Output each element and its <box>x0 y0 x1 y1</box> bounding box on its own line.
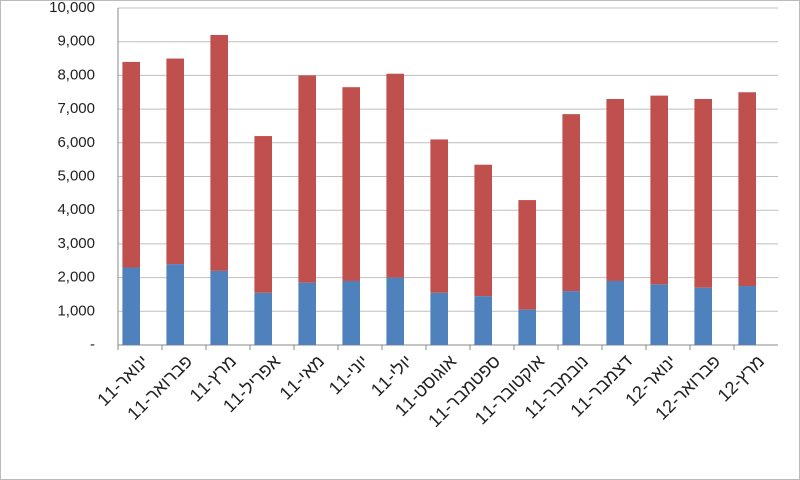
bar-segment <box>298 282 316 345</box>
y-tick-label: 6,000 <box>57 134 95 151</box>
y-tick-label: 5,000 <box>57 167 95 184</box>
x-tick-label: מאי-11 <box>276 351 329 404</box>
bar-segment <box>254 292 272 345</box>
bar-segment <box>738 92 756 287</box>
y-tick-label: 10,000 <box>49 0 95 16</box>
y-tick-label: 8,000 <box>57 66 95 83</box>
bar-segment <box>650 284 668 345</box>
y-tick-label: 9,000 <box>57 33 95 50</box>
bar-segment <box>474 296 492 345</box>
bar-segment <box>518 200 536 310</box>
bar-segment <box>518 309 536 345</box>
bar-segment <box>298 75 316 283</box>
bar-segment <box>386 73 404 278</box>
bar-segment <box>650 95 668 285</box>
bar-segment <box>254 136 272 293</box>
y-tick-label: 2,000 <box>57 269 95 286</box>
bar-segment <box>562 291 580 345</box>
bar-segment <box>210 34 228 271</box>
y-tick-label: 3,000 <box>57 235 95 252</box>
y-tick-label: - <box>90 336 95 353</box>
bar-segment <box>606 280 624 345</box>
bar-segment <box>430 292 448 345</box>
bar-segment <box>166 58 184 265</box>
bar-segment <box>166 264 184 345</box>
bar-segment <box>386 277 404 345</box>
bar-segment <box>342 280 360 345</box>
x-tick-label: יוני-11 <box>325 351 372 398</box>
bar-segment <box>210 270 228 345</box>
bar-segment <box>430 139 448 293</box>
y-tick-label: 7,000 <box>57 100 95 117</box>
bar-segment <box>694 287 712 345</box>
bar-segment <box>122 267 140 345</box>
y-tick-label: 4,000 <box>57 201 95 218</box>
y-tick-label: 1,000 <box>57 302 95 319</box>
x-tick-label: מרץ-12 <box>714 351 769 406</box>
bar-segment <box>606 98 624 281</box>
bar-segment <box>562 114 580 292</box>
bar-segment <box>342 87 360 281</box>
bar-segment <box>738 286 756 345</box>
bar-segment <box>122 61 140 268</box>
bar-segment <box>474 164 492 297</box>
bar-segment <box>694 98 712 288</box>
